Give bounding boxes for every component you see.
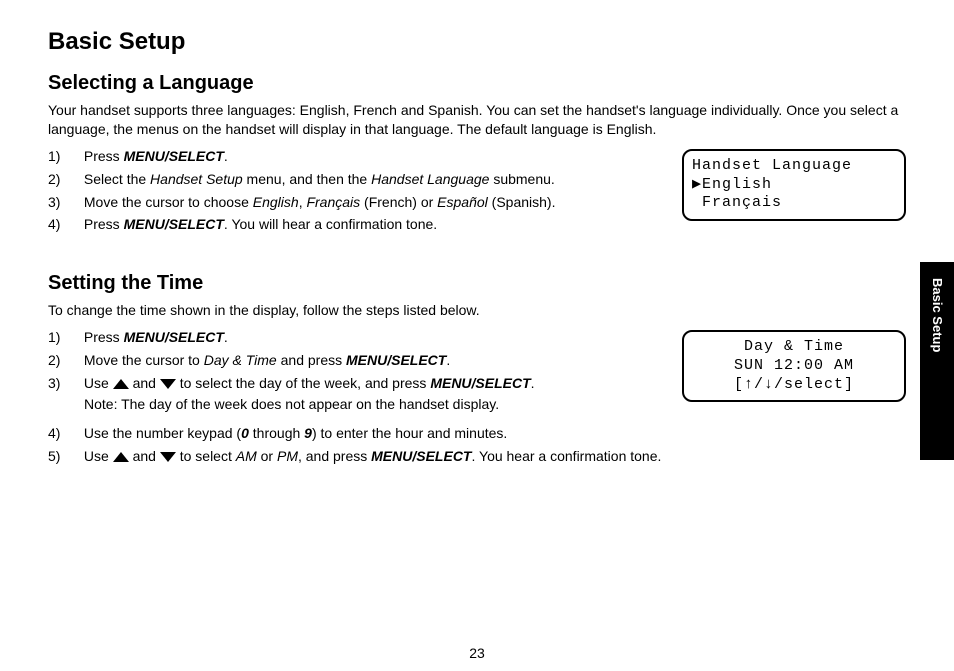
step-text: (French) or	[360, 194, 437, 210]
step-text: menu, and then the	[243, 171, 371, 187]
step-text: ) to enter the hour and minutes.	[312, 425, 507, 441]
step-text: Press	[84, 148, 124, 164]
step-item: 4) Press MENU/SELECT. You will hear a co…	[66, 215, 660, 234]
step-text: Select the	[84, 171, 150, 187]
lang-option: English	[253, 194, 299, 210]
section-intro-language: Your handset supports three languages: E…	[48, 101, 906, 139]
step-item: 1) Press MENU/SELECT.	[66, 147, 660, 166]
step-text: Move the cursor to choose	[84, 194, 253, 210]
step-text: Use	[84, 448, 113, 464]
step-item: 4) Use the number keypad (0 through 9) t…	[66, 424, 906, 443]
step-text: .	[446, 352, 450, 368]
lang-option: Español	[437, 194, 488, 210]
keypad-digit: 9	[304, 425, 312, 441]
step-text: or	[257, 448, 277, 464]
page-title: Basic Setup	[48, 28, 906, 56]
triangle-down-icon	[160, 452, 176, 462]
step-text: to select	[176, 448, 236, 464]
step-text: Press	[84, 329, 124, 345]
section-heading-language: Selecting a Language	[48, 72, 906, 95]
step-item: 2) Move the cursor to Day & Time and pre…	[66, 351, 660, 370]
page-number: 23	[0, 645, 954, 661]
step-text: to select the day of the week, and press	[176, 375, 430, 391]
ampm-option: PM	[277, 448, 298, 464]
menu-select-label: MENU/SELECT	[124, 329, 224, 345]
step-text: Use	[84, 375, 113, 391]
section-heading-time: Setting the Time	[48, 272, 906, 295]
step-text: .	[531, 375, 535, 391]
step-item: 2) Select the Handset Setup menu, and th…	[66, 170, 660, 189]
menu-select-label: MENU/SELECT	[346, 352, 446, 368]
step-text: Press	[84, 216, 124, 232]
lcd-display-time: Day & Time SUN 12:00 AM [↑/↓/select]	[682, 330, 906, 402]
section-selecting-language: Selecting a Language Your handset suppor…	[48, 72, 906, 238]
step-text: and	[129, 375, 160, 391]
step-item: 5) Use and to select AM or PM, and press…	[66, 447, 906, 466]
menu-select-label: MENU/SELECT	[124, 148, 224, 164]
menu-select-label: MENU/SELECT	[430, 375, 530, 391]
steps-list-language: 1) Press MENU/SELECT. 2) Select the Hand…	[48, 147, 660, 235]
ampm-option: AM	[236, 448, 257, 464]
section-setting-time: Setting the Time To change the time show…	[48, 272, 906, 465]
step-text: and press	[277, 352, 346, 368]
step-item: 1) Press MENU/SELECT.	[66, 328, 660, 347]
step-item: 3) Move the cursor to choose English, Fr…	[66, 193, 660, 212]
step-text: Use the number keypad (	[84, 425, 241, 441]
lcd-display-language: Handset Language ▶English Français	[682, 149, 906, 221]
steps-list-time: 1) Press MENU/SELECT. 2) Move the cursor…	[48, 328, 660, 414]
step-text: . You will hear a confirmation tone.	[224, 216, 437, 232]
side-tab: Basic Setup	[920, 262, 954, 460]
step-text: . You hear a confirmation tone.	[471, 448, 661, 464]
triangle-up-icon	[113, 452, 129, 462]
triangle-up-icon	[113, 379, 129, 389]
lang-option: Français	[306, 194, 360, 210]
step-text: submenu.	[489, 171, 554, 187]
step-text: and	[129, 448, 160, 464]
triangle-down-icon	[160, 379, 176, 389]
step-text: .	[224, 329, 228, 345]
menu-select-label: MENU/SELECT	[124, 216, 224, 232]
step-text: Move the cursor to	[84, 352, 204, 368]
menu-name: Handset Language	[371, 171, 489, 187]
step-item: 3) Use and to select the day of the week…	[66, 374, 660, 414]
side-tab-label: Basic Setup	[920, 262, 954, 460]
step-text: .	[224, 148, 228, 164]
menu-name: Handset Setup	[150, 171, 243, 187]
menu-name: Day & Time	[204, 352, 277, 368]
manual-page: Basic Setup Selecting a Language Your ha…	[0, 0, 954, 671]
step-text: through	[249, 425, 304, 441]
steps-list-time-cont: 4) Use the number keypad (0 through 9) t…	[48, 424, 906, 466]
step-text: , and press	[298, 448, 371, 464]
step-text: (Spanish).	[488, 194, 556, 210]
menu-select-label: MENU/SELECT	[371, 448, 471, 464]
section-intro-time: To change the time shown in the display,…	[48, 301, 906, 320]
keypad-digit: 0	[241, 425, 249, 441]
step-note: Note: The day of the week does not appea…	[84, 395, 660, 414]
